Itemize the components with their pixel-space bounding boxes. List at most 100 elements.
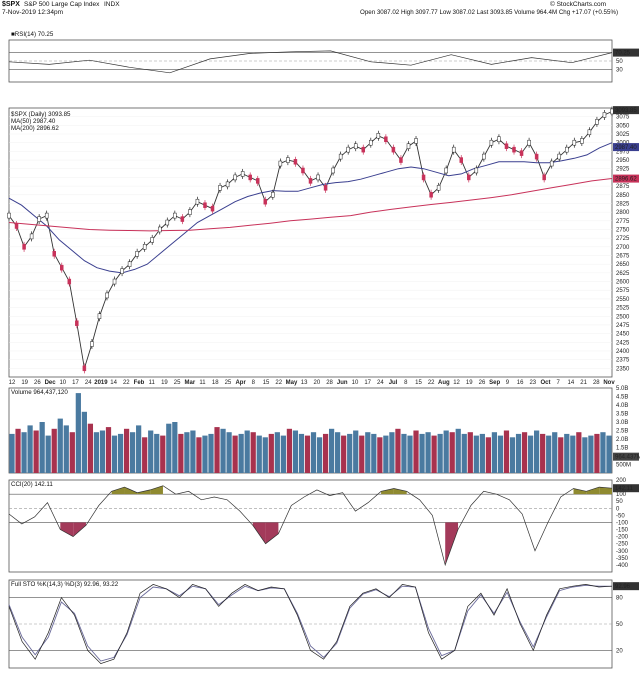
rsi-tick-30: 30 bbox=[616, 67, 623, 73]
cci-overbought-fill bbox=[393, 488, 407, 495]
candle-body bbox=[44, 212, 49, 219]
volume-bar bbox=[39, 422, 45, 473]
date-label: 14 bbox=[568, 380, 575, 386]
volume-bar bbox=[588, 435, 594, 473]
cci-overbought-fill bbox=[111, 487, 125, 495]
volume-bar bbox=[298, 433, 305, 473]
volume-bar bbox=[467, 432, 473, 473]
candle-body bbox=[135, 251, 139, 257]
date-label: 19 bbox=[161, 380, 168, 386]
volume-bar bbox=[316, 437, 323, 473]
sto-last-value: 92.96 bbox=[615, 584, 631, 590]
candle-body bbox=[218, 185, 222, 191]
volume-bar bbox=[184, 432, 190, 473]
volume-bar bbox=[172, 422, 178, 473]
cci-last-value-bg bbox=[613, 484, 639, 493]
cci-last-value: 142.11 bbox=[615, 486, 634, 492]
symbol-title: $SPX bbox=[2, 1, 20, 8]
volume-bar bbox=[160, 435, 166, 473]
price-tick-2650: 2650 bbox=[616, 262, 630, 268]
date-label: 19 bbox=[466, 380, 473, 386]
date-label: 28 bbox=[593, 380, 600, 386]
volume-bar bbox=[546, 435, 552, 473]
volume-bar bbox=[335, 432, 341, 473]
volume-bar bbox=[353, 430, 359, 473]
candle-body bbox=[67, 278, 72, 285]
candle-body bbox=[105, 292, 109, 299]
candle-body bbox=[22, 244, 26, 250]
rsi-title: ■RSI(14) 70.25 bbox=[11, 31, 54, 38]
volume-bar bbox=[190, 430, 196, 473]
candle-body bbox=[436, 185, 441, 191]
price-legend-spx: $SPX (Daily) 3093.85 bbox=[11, 111, 71, 118]
ma50-line bbox=[8, 142, 613, 274]
candle-body bbox=[293, 159, 298, 165]
date-label: Mar bbox=[184, 380, 195, 386]
volume-bar bbox=[497, 435, 504, 473]
cci-tick--200: -200 bbox=[616, 535, 629, 541]
candle-body bbox=[142, 244, 147, 250]
candle-body bbox=[549, 160, 554, 167]
price-last-value-bg bbox=[613, 106, 639, 115]
candle-body bbox=[173, 212, 177, 219]
candle-body bbox=[195, 198, 200, 205]
sto-title: Full STO %K(14,3) %D(3) 92.96, 93.22 bbox=[11, 581, 119, 588]
candle-body bbox=[557, 153, 561, 160]
date-label: 11 bbox=[199, 380, 206, 386]
volume-bar bbox=[425, 432, 431, 473]
candle-body bbox=[361, 146, 366, 153]
cci-tick--50: -50 bbox=[616, 513, 625, 519]
price-tick-2500: 2500 bbox=[616, 314, 630, 320]
candle-body bbox=[7, 212, 11, 219]
date-label: Jul bbox=[389, 380, 398, 386]
date-label: 10 bbox=[59, 380, 66, 386]
date-axis: 12 19 26 Dec 10 17 24 2019 14 22 Feb 11 19 25 Mar 11 18 2… bbox=[9, 380, 616, 386]
candle-body bbox=[150, 237, 154, 243]
ma200-last-value-bg bbox=[613, 174, 639, 183]
volume-bar bbox=[473, 435, 479, 473]
volume-bar bbox=[57, 418, 63, 473]
volume-bar bbox=[419, 433, 425, 473]
volume-bar bbox=[214, 427, 220, 473]
candle-body bbox=[225, 181, 230, 188]
volume-bar bbox=[347, 433, 353, 473]
candle-body bbox=[255, 178, 260, 184]
ma50-last-value-bg bbox=[613, 143, 639, 152]
candle-body bbox=[165, 219, 170, 226]
candle-body bbox=[37, 216, 41, 222]
volume-bar bbox=[431, 435, 437, 473]
volume-bar bbox=[202, 435, 208, 473]
candle-body bbox=[29, 233, 34, 240]
candle-body bbox=[489, 139, 494, 146]
ohlc-summary: Open 3087.02 High 3097.77 Low 3087.02 La… bbox=[360, 9, 619, 16]
price-tick-2400: 2400 bbox=[616, 349, 630, 355]
candle-body bbox=[82, 365, 87, 372]
candle-body bbox=[271, 192, 275, 198]
volume-bar bbox=[594, 433, 600, 473]
ma200-last-value: 2896.62 bbox=[615, 177, 637, 183]
date-label: 8 bbox=[252, 380, 256, 386]
price-tick-2575: 2575 bbox=[616, 288, 630, 294]
price-tick-2825: 2825 bbox=[616, 201, 630, 207]
candle-body bbox=[429, 192, 433, 198]
volume-bar bbox=[166, 423, 172, 473]
price-tick-2875: 2875 bbox=[616, 184, 630, 190]
cci-tick-50: 50 bbox=[616, 499, 623, 505]
volume-bar bbox=[576, 432, 582, 473]
candle-body bbox=[519, 150, 524, 156]
candle-body bbox=[301, 167, 305, 174]
ma200-line bbox=[8, 178, 613, 232]
volume-tick-4.5B: 4.5B bbox=[616, 395, 628, 401]
cci-panel: 200150100500-50-100-150-200-250-300-350-… bbox=[8, 478, 639, 573]
date-label: 13 bbox=[301, 380, 308, 386]
candle-body bbox=[14, 223, 19, 229]
date-label: 15 bbox=[415, 380, 422, 386]
volume-bar bbox=[310, 432, 317, 473]
volume-bar bbox=[244, 430, 250, 473]
price-tick-2475: 2475 bbox=[616, 323, 630, 329]
volume-tick-4.0B: 4.0B bbox=[616, 403, 628, 409]
volume-bar bbox=[154, 433, 160, 473]
cci-overbought-fill bbox=[599, 487, 612, 495]
sto-tick-80: 80 bbox=[616, 596, 623, 602]
date-label: 2019 bbox=[94, 380, 108, 386]
